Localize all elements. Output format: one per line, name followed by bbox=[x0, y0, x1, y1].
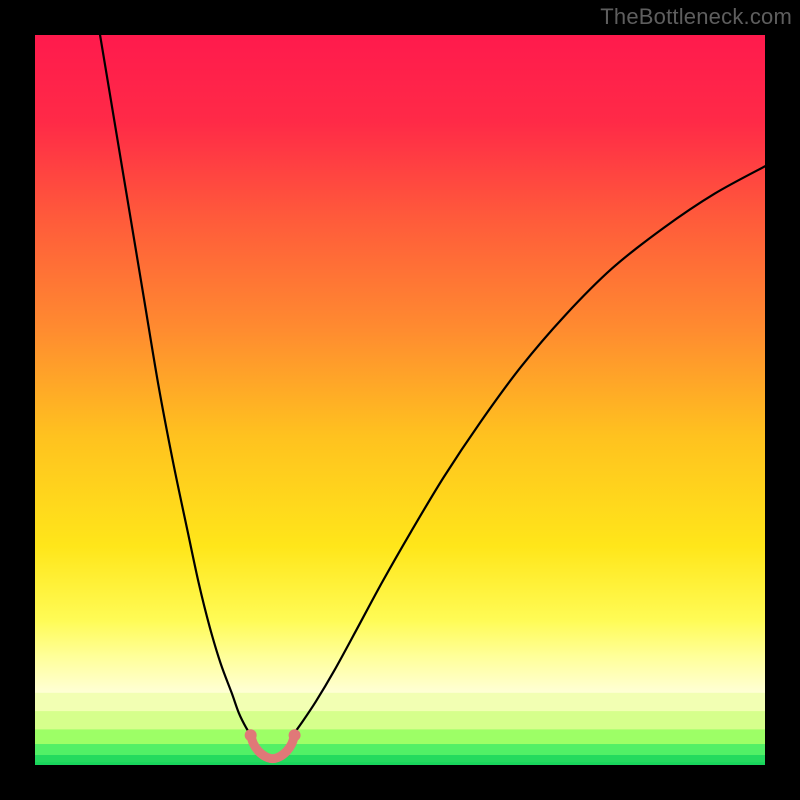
watermark-text: TheBottleneck.com bbox=[600, 4, 792, 30]
bottleneck-curve-chart bbox=[0, 0, 800, 800]
highlight-end-marker-1 bbox=[289, 729, 301, 741]
highlight-end-marker-0 bbox=[245, 729, 257, 741]
plot-gradient-background bbox=[34, 34, 766, 766]
chart-stage: TheBottleneck.com bbox=[0, 0, 800, 800]
